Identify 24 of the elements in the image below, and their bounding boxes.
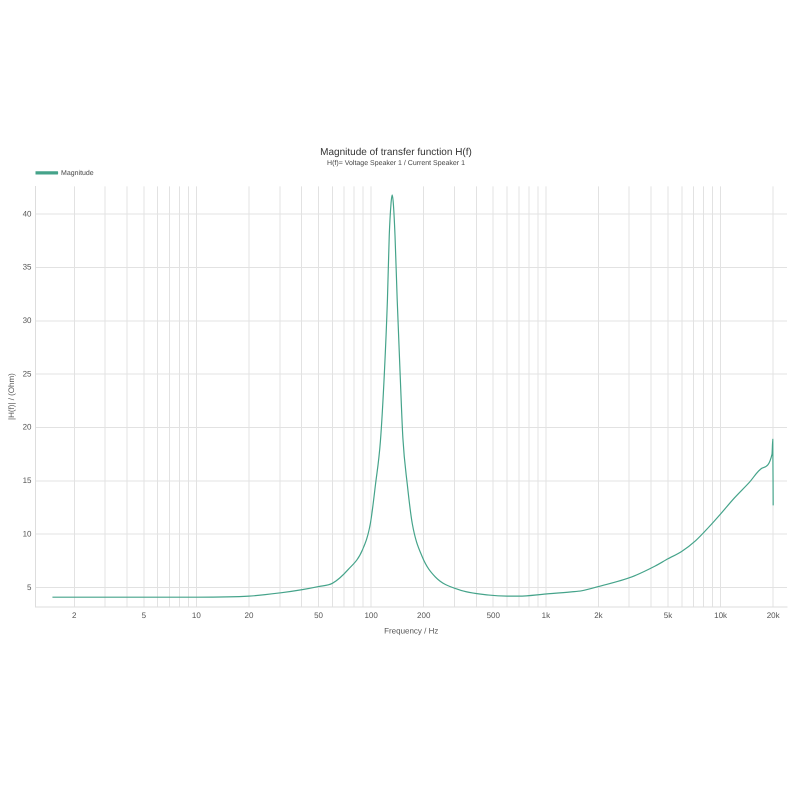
x-tick-label: 5: [142, 610, 147, 620]
x-tick-label: 200: [417, 610, 431, 620]
x-tick-label: 500: [486, 610, 500, 620]
x-tick-label: 100: [364, 610, 378, 620]
x-tick-label: 20: [244, 610, 254, 620]
y-tick-label: 35: [22, 262, 32, 272]
x-tick-label: 1k: [542, 610, 552, 620]
x-tick-label: 10k: [714, 610, 728, 620]
x-tick-label: 5k: [664, 610, 674, 620]
x-tick-label: 50: [314, 610, 324, 620]
x-tick-label: 2k: [594, 610, 604, 620]
y-tick-label: 30: [22, 316, 32, 326]
chart-title: Magnitude of transfer function H(f): [320, 146, 472, 158]
y-tick-label: 40: [22, 209, 32, 218]
y-axis-title: |H(f)| / (Ohm): [7, 372, 16, 420]
x-tick-label: 10: [192, 610, 202, 620]
x-axis-title: Frequency / Hz: [384, 626, 438, 636]
y-tick-label: 20: [22, 422, 32, 432]
x-tick-label: 20k: [766, 610, 781, 620]
x-tick-label: 2: [72, 610, 78, 620]
y-tick-label: 15: [22, 476, 32, 486]
y-tick-label: 25: [22, 369, 32, 378]
y-tick-label: 5: [27, 582, 32, 592]
y-tick-label: 10: [22, 529, 32, 538]
